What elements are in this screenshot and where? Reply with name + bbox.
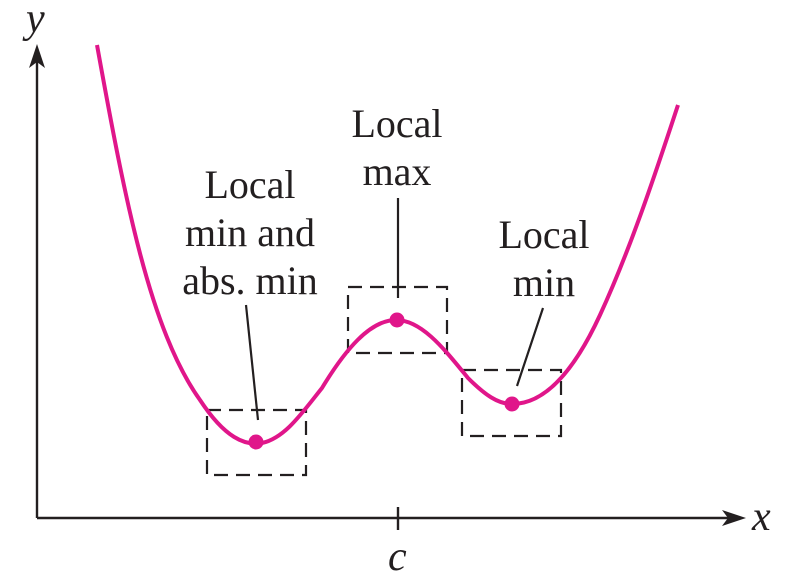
- label-local-min-abs: Local min and abs. min: [182, 162, 318, 303]
- local-min-abs-point: [248, 434, 264, 450]
- local-min-point: [504, 396, 520, 412]
- label-local-max: Local max: [351, 101, 442, 194]
- label-local-min-line1: Local: [498, 212, 589, 257]
- local-min-box: [460, 368, 563, 438]
- label-local-min-abs-line1: Local: [204, 162, 295, 207]
- local-max-point: [389, 312, 405, 328]
- x-axis-label: x: [751, 494, 771, 540]
- y-axis-label: y: [22, 0, 45, 42]
- function-curve: [95, 44, 680, 446]
- leader-local-min: [515, 307, 545, 387]
- label-local-max-line2: max: [363, 149, 432, 194]
- y-axis-arrowhead: [29, 44, 45, 68]
- label-local-max-line1: Local: [351, 101, 442, 146]
- label-local-min-abs-line2: min and: [185, 210, 315, 255]
- leader-local-min-abs: [244, 304, 260, 421]
- label-local-min-line2: min: [513, 260, 575, 305]
- label-local-min: Local min: [498, 212, 589, 305]
- label-local-min-abs-line3: abs. min: [182, 258, 318, 303]
- x-axis-arrowhead: [722, 510, 746, 526]
- x-tick-label-c: c: [388, 534, 407, 577]
